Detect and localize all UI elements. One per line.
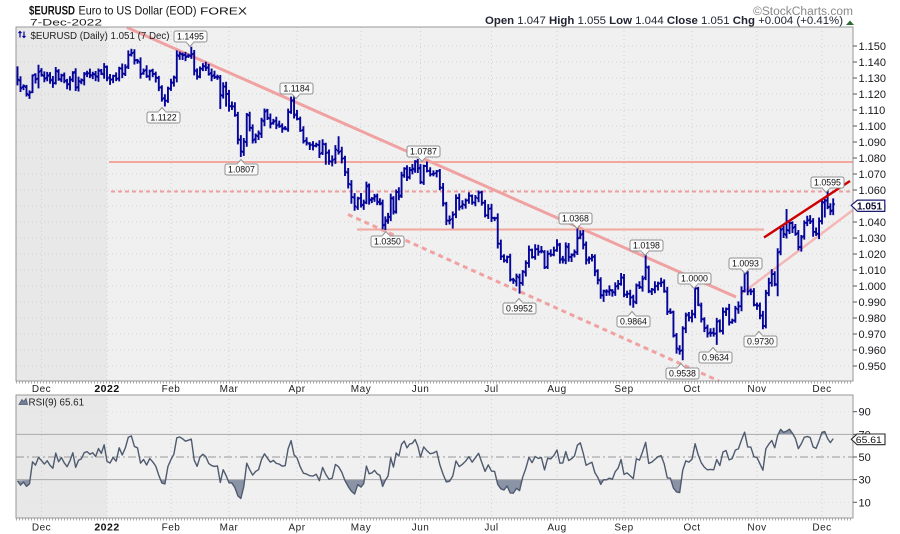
svg-text:10: 10	[859, 497, 871, 509]
svg-text:Dec: Dec	[812, 523, 831, 534]
svg-text:Aug: Aug	[547, 384, 566, 395]
svg-text:1.030: 1.030	[859, 233, 887, 245]
svg-text:1.000: 1.000	[859, 281, 887, 293]
svg-text:Jul: Jul	[484, 384, 498, 395]
svg-text:1.0807: 1.0807	[228, 165, 255, 175]
svg-text:2022: 2022	[94, 383, 119, 395]
svg-text:FOREX: FOREX	[200, 7, 248, 18]
svg-text:$EURUSD: $EURUSD	[29, 4, 75, 18]
svg-text:Mar: Mar	[220, 384, 239, 395]
svg-text:Feb: Feb	[162, 523, 181, 534]
svg-text:May: May	[351, 384, 371, 395]
svg-text:1.0368: 1.0368	[562, 214, 589, 224]
svg-text:0.980: 0.980	[859, 313, 887, 325]
svg-text:50: 50	[859, 452, 871, 464]
svg-text:Dec: Dec	[32, 523, 51, 534]
svg-text:1.040: 1.040	[859, 217, 887, 229]
svg-text:Feb: Feb	[162, 384, 181, 395]
svg-text:0.9864: 0.9864	[620, 317, 647, 327]
svg-text:2022: 2022	[94, 522, 119, 534]
svg-text:1.051: 1.051	[857, 201, 882, 212]
svg-text:0.9538: 0.9538	[669, 369, 696, 379]
svg-text:1.130: 1.130	[859, 73, 887, 85]
svg-text:Jul: Jul	[484, 523, 498, 534]
svg-text:RSI(9) 65.61: RSI(9) 65.61	[29, 397, 85, 408]
svg-text:1.0198: 1.0198	[633, 241, 660, 251]
svg-text:1.080: 1.080	[859, 153, 887, 165]
svg-text:Aug: Aug	[547, 523, 566, 534]
svg-text:Open 1.047 High 1.055 Low 1.04: Open 1.047 High 1.055 Low 1.044 Close 1.…	[485, 15, 843, 27]
svg-text:1.150: 1.150	[859, 41, 887, 53]
svg-text:1.120: 1.120	[859, 89, 887, 101]
svg-text:Sep: Sep	[614, 384, 633, 395]
svg-text:1.0787: 1.0787	[410, 147, 437, 157]
svg-text:1.1184: 1.1184	[283, 84, 309, 94]
svg-text:Dec: Dec	[32, 384, 51, 395]
svg-text:1.0093: 1.0093	[732, 259, 759, 269]
svg-text:1.110: 1.110	[859, 105, 886, 117]
svg-text:7-Dec-2022: 7-Dec-2022	[30, 18, 102, 29]
svg-text:Apr: Apr	[288, 523, 305, 534]
svg-text:Oct: Oct	[683, 523, 700, 534]
svg-text:May: May	[351, 523, 371, 534]
svg-text:Jun: Jun	[412, 384, 430, 395]
svg-text:0.960: 0.960	[859, 345, 887, 357]
svg-text:Dec: Dec	[812, 384, 831, 395]
svg-text:1.0595: 1.0595	[814, 178, 841, 188]
svg-text:30: 30	[859, 475, 871, 487]
svg-text:1.0000: 1.0000	[681, 274, 708, 284]
svg-text:Sep: Sep	[614, 523, 633, 534]
svg-text:Oct: Oct	[683, 384, 700, 395]
svg-text:Mar: Mar	[220, 523, 239, 534]
svg-text:Apr: Apr	[288, 384, 305, 395]
svg-text:Euro to US Dollar (EOD): Euro to US Dollar (EOD)	[79, 4, 197, 18]
svg-text:0.990: 0.990	[859, 297, 887, 309]
svg-text:1.060: 1.060	[859, 185, 887, 197]
svg-text:0.950: 0.950	[859, 361, 887, 373]
svg-text:1.010: 1.010	[859, 265, 887, 277]
svg-text:1.1122: 1.1122	[150, 113, 176, 123]
svg-text:1.0350: 1.0350	[374, 237, 401, 247]
svg-text:1.070: 1.070	[859, 169, 887, 181]
svg-text:1.090: 1.090	[859, 137, 887, 149]
svg-text:0.9634: 0.9634	[702, 353, 729, 363]
svg-text:1.1495: 1.1495	[177, 32, 204, 42]
svg-text:$EURUSD (Daily) 1.051 (7 Dec): $EURUSD (Daily) 1.051 (7 Dec)	[31, 31, 170, 42]
svg-text:Nov: Nov	[747, 384, 766, 395]
svg-text:0.9730: 0.9730	[747, 337, 774, 347]
svg-text:1.020: 1.020	[859, 249, 887, 261]
svg-text:90: 90	[859, 407, 871, 419]
svg-text:Nov: Nov	[747, 523, 766, 534]
svg-text:0.970: 0.970	[859, 329, 887, 341]
svg-text:Jun: Jun	[412, 523, 430, 534]
svg-text:©StockCharts.com: ©StockCharts.com	[753, 6, 853, 18]
svg-text:65.61: 65.61	[856, 435, 882, 446]
svg-text:1.140: 1.140	[859, 57, 887, 69]
svg-text:1.100: 1.100	[859, 121, 887, 133]
svg-text:0.9952: 0.9952	[506, 304, 533, 314]
